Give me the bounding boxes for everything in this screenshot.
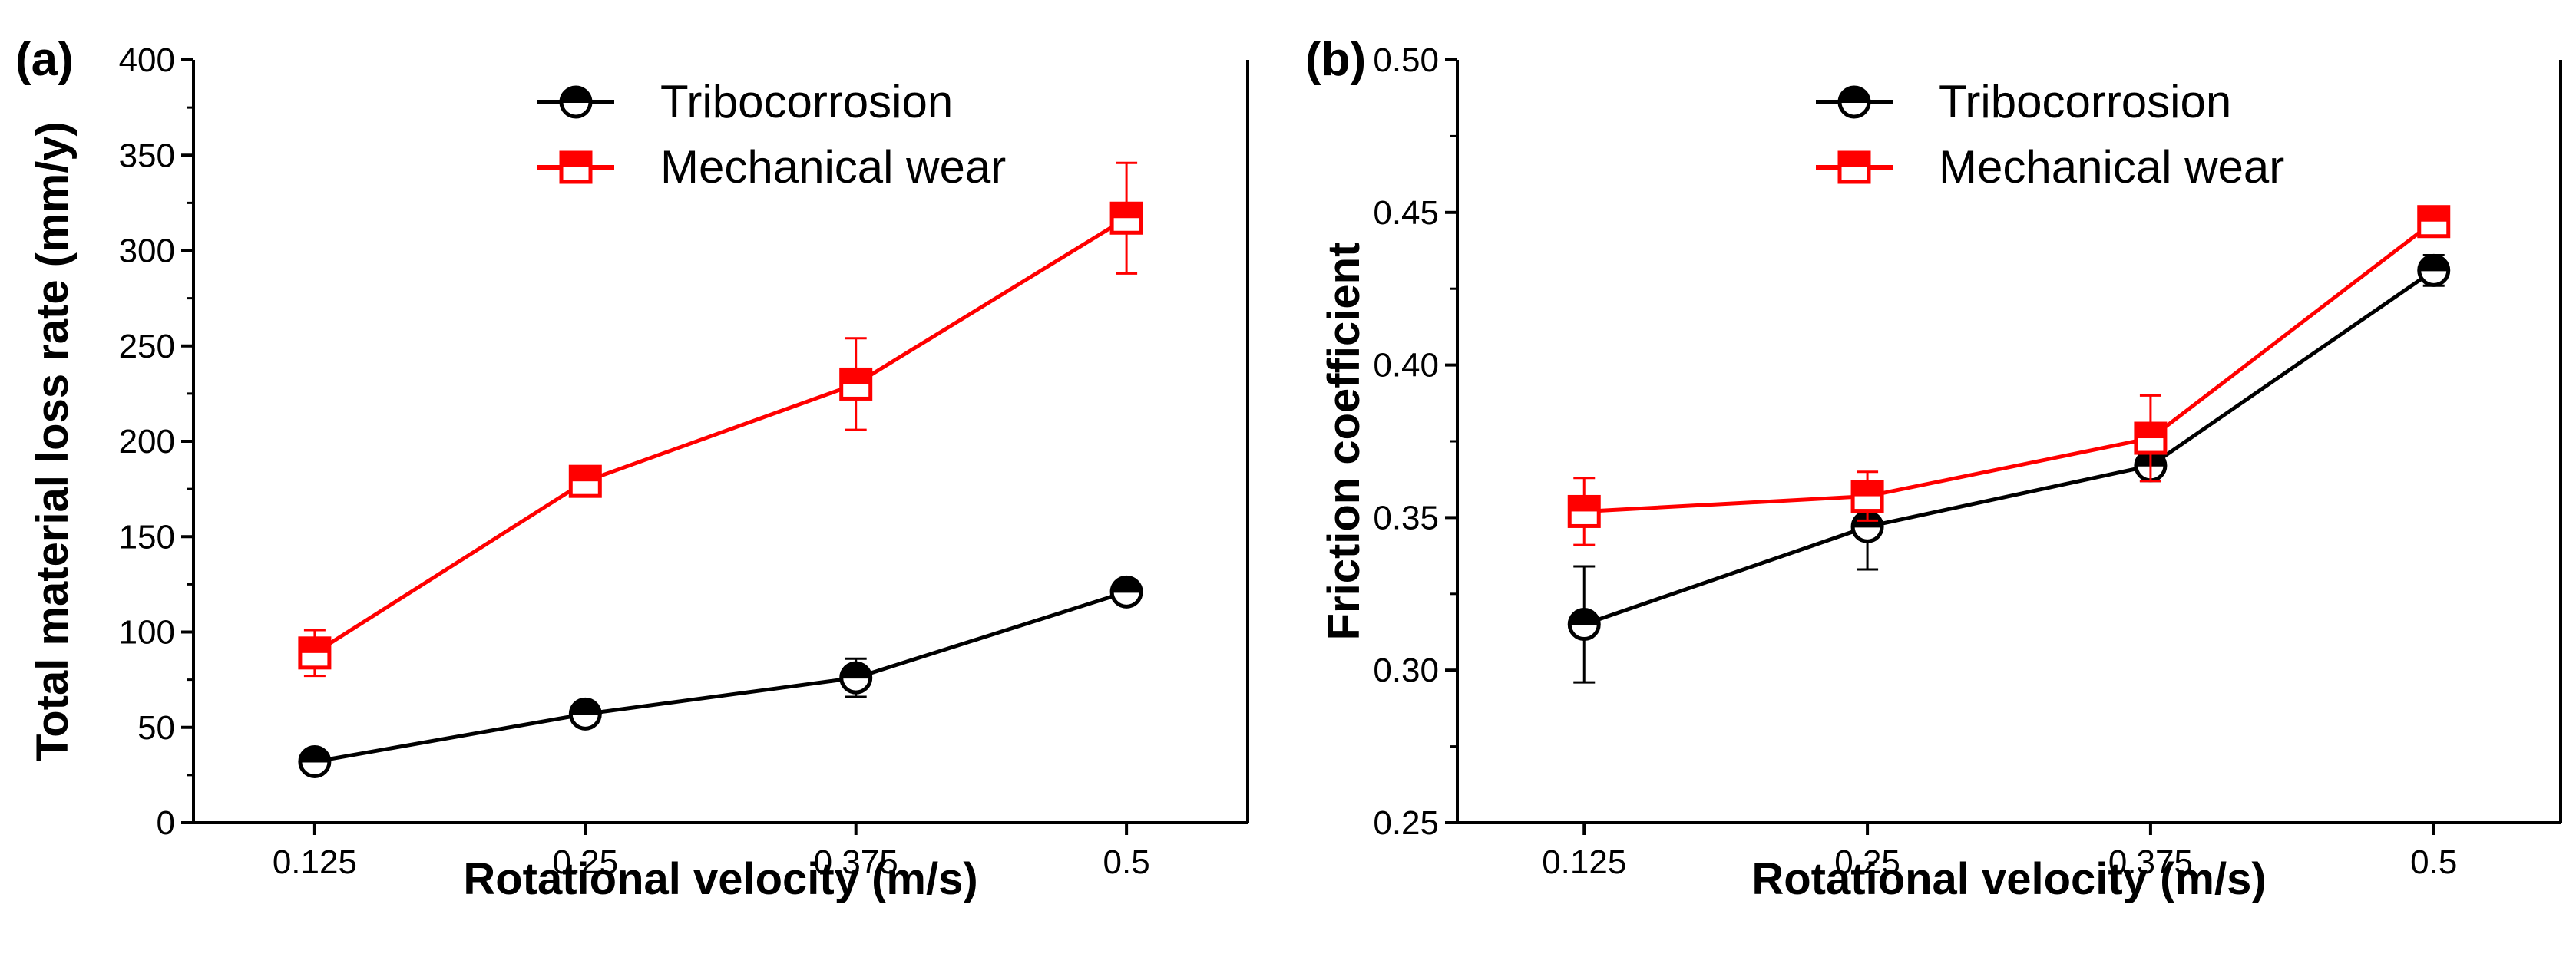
y-tick-label: 100	[119, 614, 175, 652]
series-tribocorrosion	[298, 575, 1143, 778]
x-tick-label: 0.125	[273, 843, 357, 881]
y-tick-label: 0.35	[1373, 499, 1439, 536]
panel-label: (a)	[15, 33, 74, 86]
data-point	[839, 367, 873, 401]
x-tick-label: 0.5	[1103, 843, 1150, 881]
x-tick-label: 0.25	[1834, 843, 1900, 881]
y-axis-title: Total material loss rate (mm/y)	[28, 121, 78, 761]
data-point	[298, 744, 332, 778]
legend-marker	[559, 150, 593, 184]
data-point	[1567, 608, 1601, 642]
data-point	[1109, 201, 1143, 235]
series-mechanical-wear	[1567, 205, 2451, 546]
legend: Tribocorrosion Mechanical wear	[1816, 76, 2284, 193]
y-tick-label: 50	[137, 709, 175, 747]
x-axis-title: Rotational velocity (m/s)	[463, 854, 977, 904]
y-tick-label: 0.50	[1373, 41, 1439, 79]
y-axis-title: Friction coefficient	[1319, 243, 1369, 641]
data-point	[568, 464, 602, 498]
data-point	[1567, 494, 1601, 528]
y-tick-label: 350	[119, 137, 175, 174]
legend-item: Tribocorrosion	[1816, 76, 2231, 127]
data-point	[1850, 480, 1884, 513]
y-tick-label: 250	[119, 328, 175, 365]
chart-panel-a: (a) 0 50 100 150 200 250 300 350 400 0.125 0.25 0.37…	[15, 33, 1249, 904]
legend-item: Mechanical wear	[1816, 141, 2284, 193]
panel-label: (b)	[1305, 33, 1366, 86]
data-point	[2134, 421, 2168, 455]
legend-marker	[559, 85, 593, 119]
series-line	[1583, 269, 2435, 626]
series-mechanical-wear	[298, 161, 1143, 678]
y-tick-label: 200	[119, 423, 175, 460]
series-line	[314, 589, 1127, 764]
x-tick-label: 0.375	[814, 843, 898, 881]
legend-item: Mechanical wear	[537, 141, 1006, 193]
legend-marker	[1837, 85, 1871, 119]
data-point	[2417, 205, 2451, 239]
legend-label: Mechanical wear	[660, 141, 1006, 193]
legend-label: Tribocorrosion	[1939, 76, 2231, 127]
series-line	[1584, 219, 2435, 513]
x-tick-label: 0.125	[1542, 843, 1626, 881]
legend-label: Mechanical wear	[1939, 141, 2284, 193]
legend: Tribocorrosion Mechanical wear	[537, 76, 1006, 193]
y-tick-label: 0	[157, 804, 175, 842]
data-point	[839, 661, 873, 695]
data-point	[1109, 575, 1143, 609]
x-tick-label: 0.375	[2108, 843, 2193, 881]
y-tick-label: 0.25	[1373, 804, 1439, 842]
x-axis-title: Rotational velocity (m/s)	[1751, 854, 2266, 904]
x-tick-label: 0.25	[552, 843, 618, 881]
y-tick-label: 400	[119, 41, 175, 79]
series-line	[313, 216, 1128, 655]
y-tick-label: 150	[119, 518, 175, 556]
x-tick-label: 0.5	[2410, 843, 2457, 881]
legend-label: Tribocorrosion	[660, 76, 953, 127]
data-point	[2417, 253, 2451, 287]
y-tick-label: 300	[119, 233, 175, 270]
chart-panel-b: (b) 0.25 0.30 0.35 0.40 0.45 0.50 0.125 0.25 0.37…	[1305, 33, 2562, 904]
data-point	[298, 636, 332, 670]
y-tick-label: 0.45	[1373, 194, 1439, 232]
legend-marker	[1837, 150, 1871, 184]
y-tick-label: 0.30	[1373, 652, 1439, 689]
legend-item: Tribocorrosion	[537, 76, 953, 127]
y-tick-label: 0.40	[1373, 347, 1439, 384]
data-point	[568, 697, 602, 731]
